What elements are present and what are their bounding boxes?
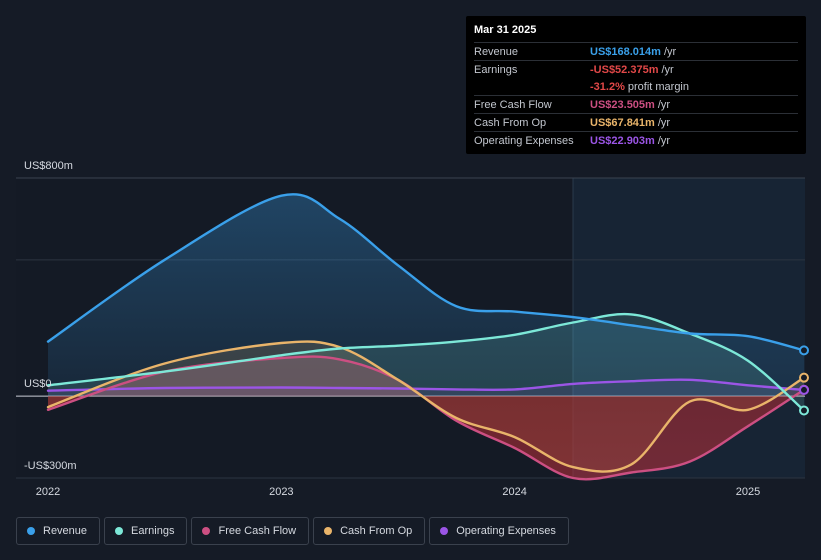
legend-item-revenue[interactable]: Revenue [16, 517, 101, 545]
tooltip-rows: Revenue US$168.014m/yr Earnings -US$52.375m… [474, 42, 798, 149]
tooltip-row-label: Cash From Op [474, 116, 547, 129]
tooltip-row-unit: profit margin [627, 80, 689, 93]
tooltip-row-label: Earnings [474, 63, 518, 76]
area-revenue [48, 194, 804, 397]
tooltip-row-value: -US$52.375m [590, 63, 659, 76]
tooltip-row: Earnings -US$52.375m/yr [474, 60, 798, 78]
tooltip-row-unit: /yr [657, 134, 671, 147]
tooltip-row-unit: /yr [657, 116, 671, 129]
end-marker-revenue [799, 345, 809, 356]
end-marker-cash-from-op [799, 372, 809, 383]
tooltip-row-label: Revenue [474, 45, 519, 58]
x-tick-label: 2025 [736, 486, 760, 498]
x-tick-label: 2022 [36, 486, 60, 498]
tooltip-row-value: US$67.841m [590, 116, 655, 129]
legend-label: Earnings [131, 525, 175, 537]
legend-item-cash-from-op[interactable]: Cash From Op [313, 517, 426, 545]
tooltip-row-unit: /yr [661, 63, 674, 76]
line-cash-from-op [46, 340, 806, 473]
legend-label: Cash From Op [340, 525, 413, 537]
legend-dot-icon [115, 527, 124, 535]
legend: Revenue Earnings Free Cash Flow Cash From O… [16, 517, 569, 545]
tooltip-row-unit: /yr [663, 45, 677, 58]
legend-item-operating-expenses[interactable]: Operating Expenses [429, 517, 569, 545]
x-tick-label: 2024 [502, 486, 526, 498]
legend-dot-icon [440, 527, 449, 535]
tooltip-date: Mar 31 2025 [474, 24, 537, 36]
legend-label: Operating Expenses [456, 525, 556, 537]
end-marker-operating-expenses [799, 384, 809, 395]
line-revenue [46, 193, 806, 352]
tooltip-panel: Mar 31 2025 Revenue US$168.014m/yr Earning… [466, 16, 806, 154]
y-axis-label: US$0 [24, 378, 52, 390]
legend-item-earnings[interactable]: Earnings [104, 517, 188, 545]
tooltip-row: -31.2% profit margin [474, 78, 798, 95]
line-operating-expenses [46, 378, 806, 392]
tooltip-row-unit: /yr [657, 98, 671, 111]
tooltip-row-value: US$168.014m [590, 45, 661, 58]
tooltip-row-value: -31.2% [590, 80, 625, 93]
legend-label: Free Cash Flow [218, 525, 297, 537]
tooltip-row: Revenue US$168.014m/yr [474, 42, 798, 60]
tooltip-row-value: US$22.903m [590, 134, 655, 147]
legend-dot-icon [202, 527, 211, 535]
tooltip-row-value: US$23.505m [590, 98, 655, 111]
legend-dot-icon [27, 527, 35, 535]
tooltip-row: Cash From Op US$67.841m/yr [474, 113, 798, 131]
y-axis-label: US$800m [24, 160, 73, 172]
area-negative-cash [48, 396, 804, 479]
tooltip-row: Free Cash Flow US$23.505m/yr [474, 95, 798, 113]
tooltip-row: Operating Expenses US$22.903m/yr [474, 131, 798, 149]
legend-label: Revenue [43, 525, 88, 537]
legend-item-free-cash-flow[interactable]: Free Cash Flow [191, 517, 310, 545]
end-marker-earnings [799, 405, 809, 416]
area-operating-expenses [48, 379, 804, 397]
y-axis-label: -US$300m [24, 460, 77, 472]
tooltip-row-label: Free Cash Flow [474, 98, 552, 111]
legend-dot-icon [324, 527, 333, 535]
x-tick-label: 2023 [269, 486, 293, 498]
line-earnings [46, 312, 806, 412]
tooltip-row-label: Operating Expenses [474, 134, 574, 147]
